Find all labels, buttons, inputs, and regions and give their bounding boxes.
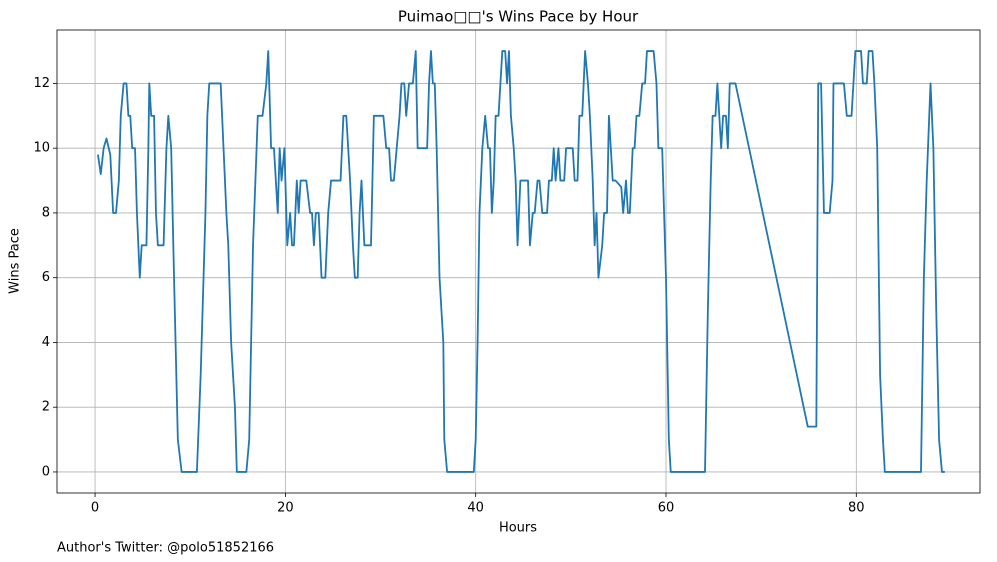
y-tick-label: 12	[33, 76, 50, 91]
y-tick-label: 0	[42, 464, 50, 479]
y-tick-label: 8	[42, 205, 50, 220]
x-tick-label: 60	[658, 501, 675, 516]
y-axis-label: Wins Pace	[8, 228, 23, 294]
chart-title: Puimao□□'s Wins Pace by Hour	[398, 8, 639, 26]
line	[97, 50, 945, 473]
x-axis-label: Hours	[499, 521, 537, 536]
y-tick-label: 10	[33, 141, 50, 156]
x-tick-label: 80	[848, 501, 865, 516]
x-tick-label: 40	[467, 501, 484, 516]
y-tick-label: 6	[42, 270, 50, 285]
y-tick-label: 2	[42, 400, 50, 415]
footnote: Author's Twitter: @polo51852166	[57, 541, 274, 556]
plot-frame	[56, 29, 981, 494]
y-tick-label: 4	[42, 335, 50, 350]
x-tick-label: 0	[91, 501, 99, 516]
x-tick-label: 20	[277, 501, 294, 516]
